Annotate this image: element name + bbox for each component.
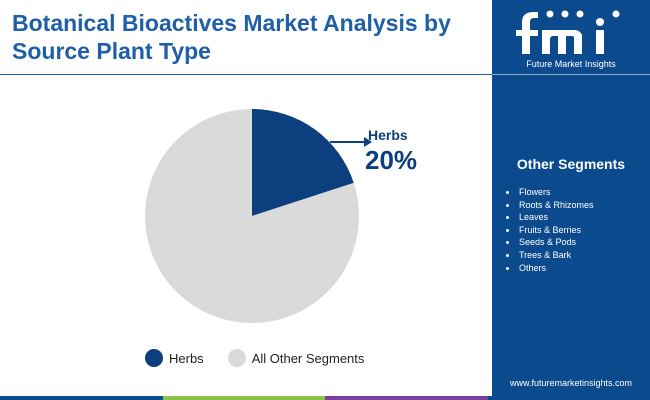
legend-item-herbs: Herbs — [145, 349, 204, 367]
list-item: Leaves — [505, 211, 594, 224]
footer-color-bar — [0, 396, 650, 400]
other-segments-heading: Other Segments — [516, 156, 626, 172]
list-item: Roots & Rhizomes — [505, 199, 594, 212]
list-item: Others — [505, 262, 594, 275]
list-item: Seeds & Pods — [505, 236, 594, 249]
pie-slice-herbs — [252, 109, 354, 216]
website-link[interactable]: www.futuremarketinsights.com — [509, 378, 633, 388]
title-divider — [0, 74, 492, 75]
footer-segment — [162, 396, 325, 400]
footer-segment — [325, 396, 488, 400]
legend-label-herbs: Herbs — [169, 350, 204, 366]
sidebar-divider — [492, 74, 650, 75]
footer-segment — [487, 396, 650, 400]
list-item: Trees & Bark — [505, 249, 594, 262]
legend-item-other-segments: All Other Segments — [227, 349, 365, 367]
fmi-logo: fmi — [516, 10, 620, 54]
list-item: Fruits & Berries — [505, 224, 594, 237]
legend-label-other-segments: All Other Segments — [251, 350, 365, 366]
callout-value: 20% — [365, 145, 417, 175]
footer-segment — [0, 396, 163, 400]
legend-swatch-herbs — [145, 349, 163, 367]
legend-swatch-other-segments — [227, 349, 246, 367]
list-item: Flowers — [505, 186, 594, 199]
pie-slice-all-other-segments — [145, 109, 359, 323]
brand-name: Future Market Insights — [526, 59, 616, 69]
chart-title: Botanical Bioactives Market Analysis by … — [12, 10, 451, 64]
sidebar: fmi Future Market Insights Other Segment… — [492, 0, 650, 400]
callout-label: Herbs — [368, 127, 408, 143]
other-segments-list: Flowers Roots & Rhizomes Leaves Fruits &… — [505, 186, 594, 274]
chart-legend: Herbs All Other Segments — [145, 347, 388, 369]
callout-arrowhead-icon — [364, 137, 372, 147]
pie-chart: Herbs 20% — [145, 109, 417, 323]
